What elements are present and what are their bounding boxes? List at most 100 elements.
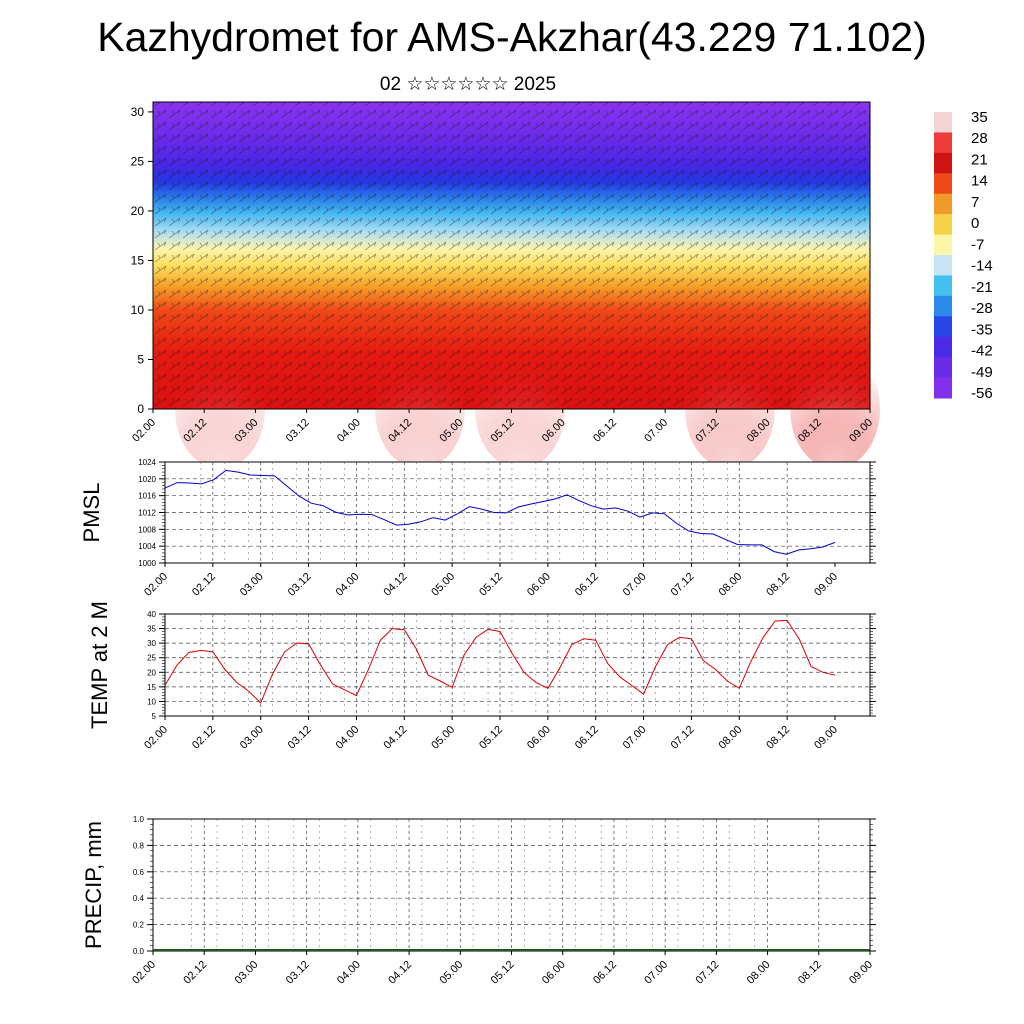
colorbar-label: -42	[971, 343, 993, 360]
temp-xtick-label: 02.00	[142, 724, 170, 752]
precip-xtick-label: 05.12	[489, 959, 517, 987]
colorbar-swatch	[934, 275, 952, 297]
pmsl-xtick-label: 02.12	[190, 571, 218, 599]
precip-xtick-label: 08.12	[796, 959, 824, 987]
temp-ytick-label: 10	[147, 697, 156, 706]
precip-xtick-label: 02.00	[130, 959, 158, 987]
temp-ytick-label: 35	[147, 625, 156, 634]
temp-panel: 5 10 15 20 25 30 35 40 02.00 02.12 03.00 03.12 04.00…	[87, 601, 876, 752]
temp-xtick-label: 05.12	[477, 724, 505, 752]
precip-xtick-label: 02.12	[181, 959, 209, 987]
pmsl-xtick-label: 08.12	[764, 571, 792, 599]
temp-frame	[164, 613, 871, 717]
temp-xtick-label: 09.00	[812, 724, 840, 752]
temp-xtick-label: 07.12	[669, 724, 697, 752]
pmsl-xtick-label: 05.00	[429, 571, 457, 599]
colorbar: 35 28 21 14 7 0 -7 -14 -21 -28 -35 -42 -49 -56	[934, 109, 993, 402]
precip-xtick-label: 04.12	[386, 959, 414, 987]
temp-ytick-label: 25	[147, 654, 156, 663]
pmsl-xtick-label: 06.00	[525, 571, 553, 599]
colorbar-swatch	[934, 152, 952, 174]
pmsl-ytick-label: 1024	[138, 458, 156, 467]
precip-ytick-label: 0.4	[133, 894, 145, 903]
heatmap-ytick-label: 25	[131, 154, 145, 168]
precip-xtick-label: 07.00	[642, 959, 670, 987]
precip-xtick-label: 06.12	[591, 959, 619, 987]
colorbar-label: 35	[971, 109, 988, 126]
heatmap-xtick-label: 02.00	[130, 417, 158, 445]
pmsl-ytick-label: 1016	[138, 492, 156, 501]
chart-title: Kazhydromet for AMS-Akzhar(43.229 71.102…	[97, 14, 927, 60]
temp-ytick-label: 30	[147, 639, 156, 648]
temp-ytick-label: 20	[147, 668, 156, 677]
pmsl-xtick-label: 03.00	[238, 571, 266, 599]
colorbar-swatch	[934, 234, 952, 256]
heatmap-xtick-label: 06.12	[591, 417, 619, 445]
precip-xtick-label: 04.00	[335, 959, 363, 987]
precip-xtick-label: 03.00	[233, 959, 261, 987]
heatmap-ytick-label: 5	[137, 352, 144, 366]
pmsl-xtick-label: 07.12	[669, 571, 697, 599]
colorbar-label: -21	[971, 279, 993, 296]
precip-ytick-label: 0.0	[133, 947, 145, 956]
precip-panel: 0.0 0.2 0.4 0.6 0.8 1.0 02.00 02.12 03.00 03.12 04…	[81, 815, 876, 987]
pmsl-series-line	[164, 469, 836, 555]
temp-xtick-label: 04.12	[381, 724, 409, 752]
precip-xtick-label: 07.12	[694, 959, 722, 987]
pmsl-ytick-label: 1012	[138, 509, 156, 518]
colorbar-label: 0	[971, 215, 979, 232]
colorbar-swatch	[934, 173, 952, 195]
pmsl-xtick-label: 05.12	[477, 571, 505, 599]
pmsl-ytick-label: 1000	[138, 559, 156, 568]
heatmap-xtick-label: 07.00	[642, 417, 670, 445]
colorbar-swatch	[934, 357, 952, 379]
temp-xtick-label: 08.00	[716, 724, 744, 752]
temp-xtick-label: 04.00	[334, 724, 362, 752]
colorbar-swatch	[934, 112, 952, 133]
pmsl-xtick-label: 09.00	[812, 571, 840, 599]
temp-xtick-label: 08.12	[764, 724, 792, 752]
colorbar-swatch	[934, 132, 952, 154]
colorbar-swatch	[934, 255, 952, 276]
pmsl-xtick-label: 02.00	[142, 571, 170, 599]
precip-ytick-label: 1.0	[133, 815, 145, 824]
precip-xtick-label: 08.00	[745, 959, 773, 987]
pmsl-ylabel: PMSL	[79, 483, 104, 543]
heatmap-ytick-label: 30	[131, 105, 145, 119]
colorbar-swatch	[934, 336, 952, 358]
precip-xtick-label: 05.00	[437, 959, 465, 987]
pmsl-xtick-label: 07.00	[621, 571, 649, 599]
wind-barbs	[153, 102, 870, 409]
heatmap-ytick-label: 20	[131, 204, 145, 218]
colorbar-swatch	[934, 377, 952, 399]
temp-ytick-label: 40	[147, 610, 156, 619]
temp-xtick-label: 02.12	[190, 724, 218, 752]
colorbar-swatch	[934, 214, 952, 236]
colorbar-swatch	[934, 295, 952, 317]
pmsl-xtick-label: 04.12	[381, 571, 409, 599]
colorbar-swatch	[934, 316, 952, 338]
precip-xtick-label: 09.00	[847, 959, 875, 987]
pmsl-xtick-label: 04.00	[334, 571, 362, 599]
precip-ytick-label: 0.6	[133, 868, 145, 877]
colorbar-label: -7	[971, 236, 984, 253]
pmsl-xtick-label: 08.00	[716, 571, 744, 599]
pmsl-ytick-label: 1008	[138, 525, 156, 534]
colorbar-label: 7	[971, 194, 979, 211]
temp-ytick-label: 5	[152, 712, 157, 721]
colorbar-swatch	[934, 193, 952, 215]
pmsl-ytick-label: 1004	[138, 542, 156, 551]
temp-xtick-label: 07.00	[621, 724, 649, 752]
temp-ytick-label: 15	[147, 683, 156, 692]
pmsl-xtick-label: 03.12	[286, 571, 314, 599]
colorbar-label: -28	[971, 300, 993, 317]
precip-ylabel: PRECIP, mm	[81, 821, 106, 949]
chart-subtitle: 02 ☆☆☆☆☆☆ 2025	[379, 74, 557, 95]
temp-xtick-label: 06.12	[573, 724, 601, 752]
temp-xtick-label: 05.00	[429, 724, 457, 752]
temp-xtick-label: 03.00	[238, 724, 266, 752]
precip-ytick-label: 0.2	[133, 921, 145, 930]
heatmap-ytick-label: 0	[137, 402, 144, 416]
